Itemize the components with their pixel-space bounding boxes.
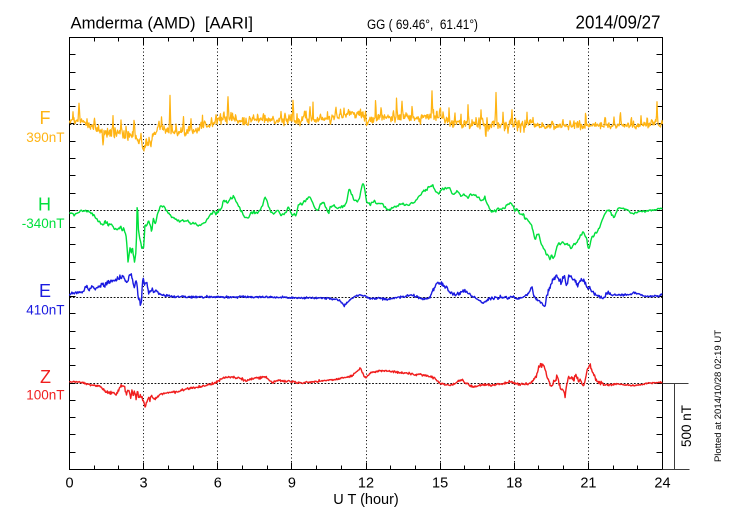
svg-text:500 nT: 500 nT — [679, 405, 694, 447]
svg-text:410nT: 410nT — [26, 303, 64, 318]
svg-text:0: 0 — [65, 476, 73, 492]
svg-text:GG ( 69.46°, 61.41°): GG ( 69.46°, 61.41°) — [367, 17, 478, 32]
svg-text:9: 9 — [288, 476, 296, 492]
svg-text:3: 3 — [140, 476, 148, 492]
svg-text:24: 24 — [654, 476, 670, 492]
svg-text:6: 6 — [214, 476, 222, 492]
svg-text:21: 21 — [580, 476, 596, 492]
svg-text:F: F — [40, 108, 51, 128]
svg-text:U T (hour): U T (hour) — [333, 492, 399, 508]
svg-text:E: E — [39, 281, 51, 301]
svg-text:12: 12 — [358, 476, 374, 492]
svg-text:H: H — [38, 194, 51, 214]
svg-text:-340nT: -340nT — [22, 216, 65, 231]
svg-text:Z: Z — [40, 367, 51, 387]
svg-text:18: 18 — [506, 476, 522, 492]
svg-text:Plotted at 2014/10/28 02:19 UT: Plotted at 2014/10/28 02:19 UT — [713, 330, 724, 462]
svg-text:Amderma (AMD) [AARI]: Amderma (AMD) [AARI] — [71, 15, 254, 33]
svg-text:2014/09/27: 2014/09/27 — [576, 12, 661, 33]
svg-text:15: 15 — [432, 476, 448, 492]
svg-text:390nT: 390nT — [26, 130, 64, 145]
svg-text:100nT: 100nT — [26, 388, 64, 403]
